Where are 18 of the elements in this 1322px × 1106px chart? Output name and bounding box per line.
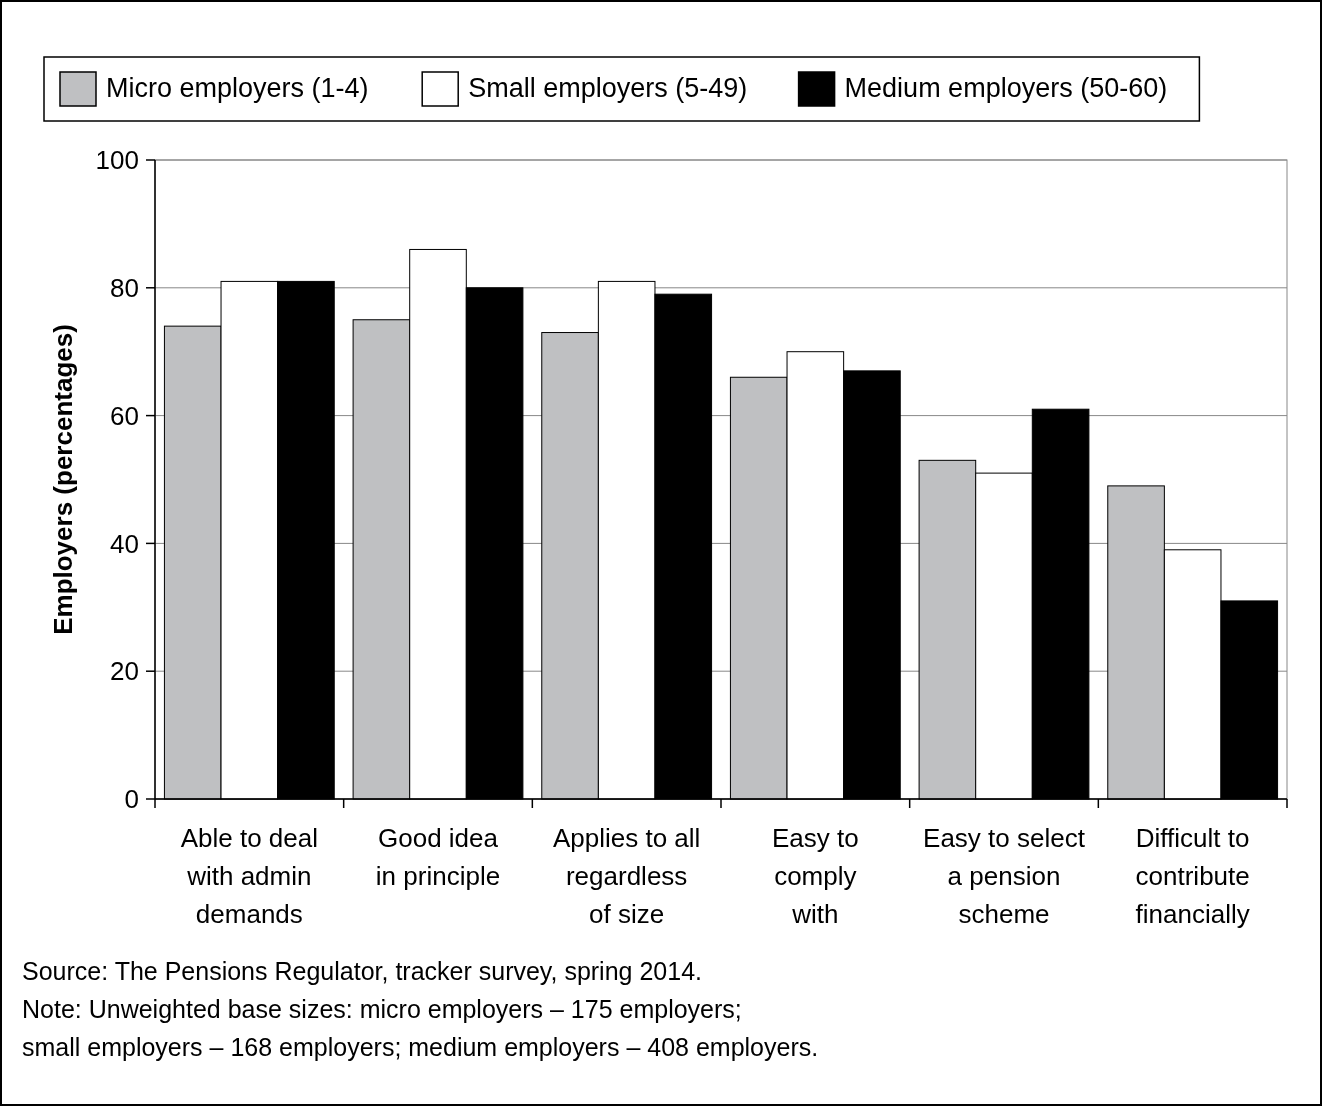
y-tick-label: 0 (124, 784, 139, 815)
legend-label: Small employers (5-49) (468, 73, 748, 103)
y-axis-title: Employers (percentages) (48, 324, 78, 635)
x-tick-label: Good idea in principle (375, 823, 501, 891)
x-tick-label: Able to deal with admin demands (180, 823, 318, 929)
x-tick-label: Easy to comply with (771, 823, 859, 929)
y-tick-label: 60 (110, 400, 139, 431)
legend-label: Micro employers (1-4) (106, 73, 369, 103)
y-tick-label: 80 (110, 272, 139, 303)
legend-label: Medium employers (50-60) (844, 73, 1168, 103)
x-tick-label: Easy to select a pension scheme (923, 823, 1086, 929)
text: Note: Unweighted base sizes: micro employers – 175 employers; small employers – 168 employers; medium employers – 408 employers. (22, 995, 819, 1061)
y-tick-label: 40 (110, 528, 139, 559)
x-tick-label: Difficult to contribute financially (1135, 823, 1250, 929)
x-tick-label: Applies to all regardless of size (552, 823, 701, 929)
y-tick-label: 100 (95, 145, 139, 176)
y-tick-label: 20 (110, 656, 139, 687)
source-note: Source: The Pensions Regulator, tracker survey, spring 2014. (22, 957, 702, 985)
